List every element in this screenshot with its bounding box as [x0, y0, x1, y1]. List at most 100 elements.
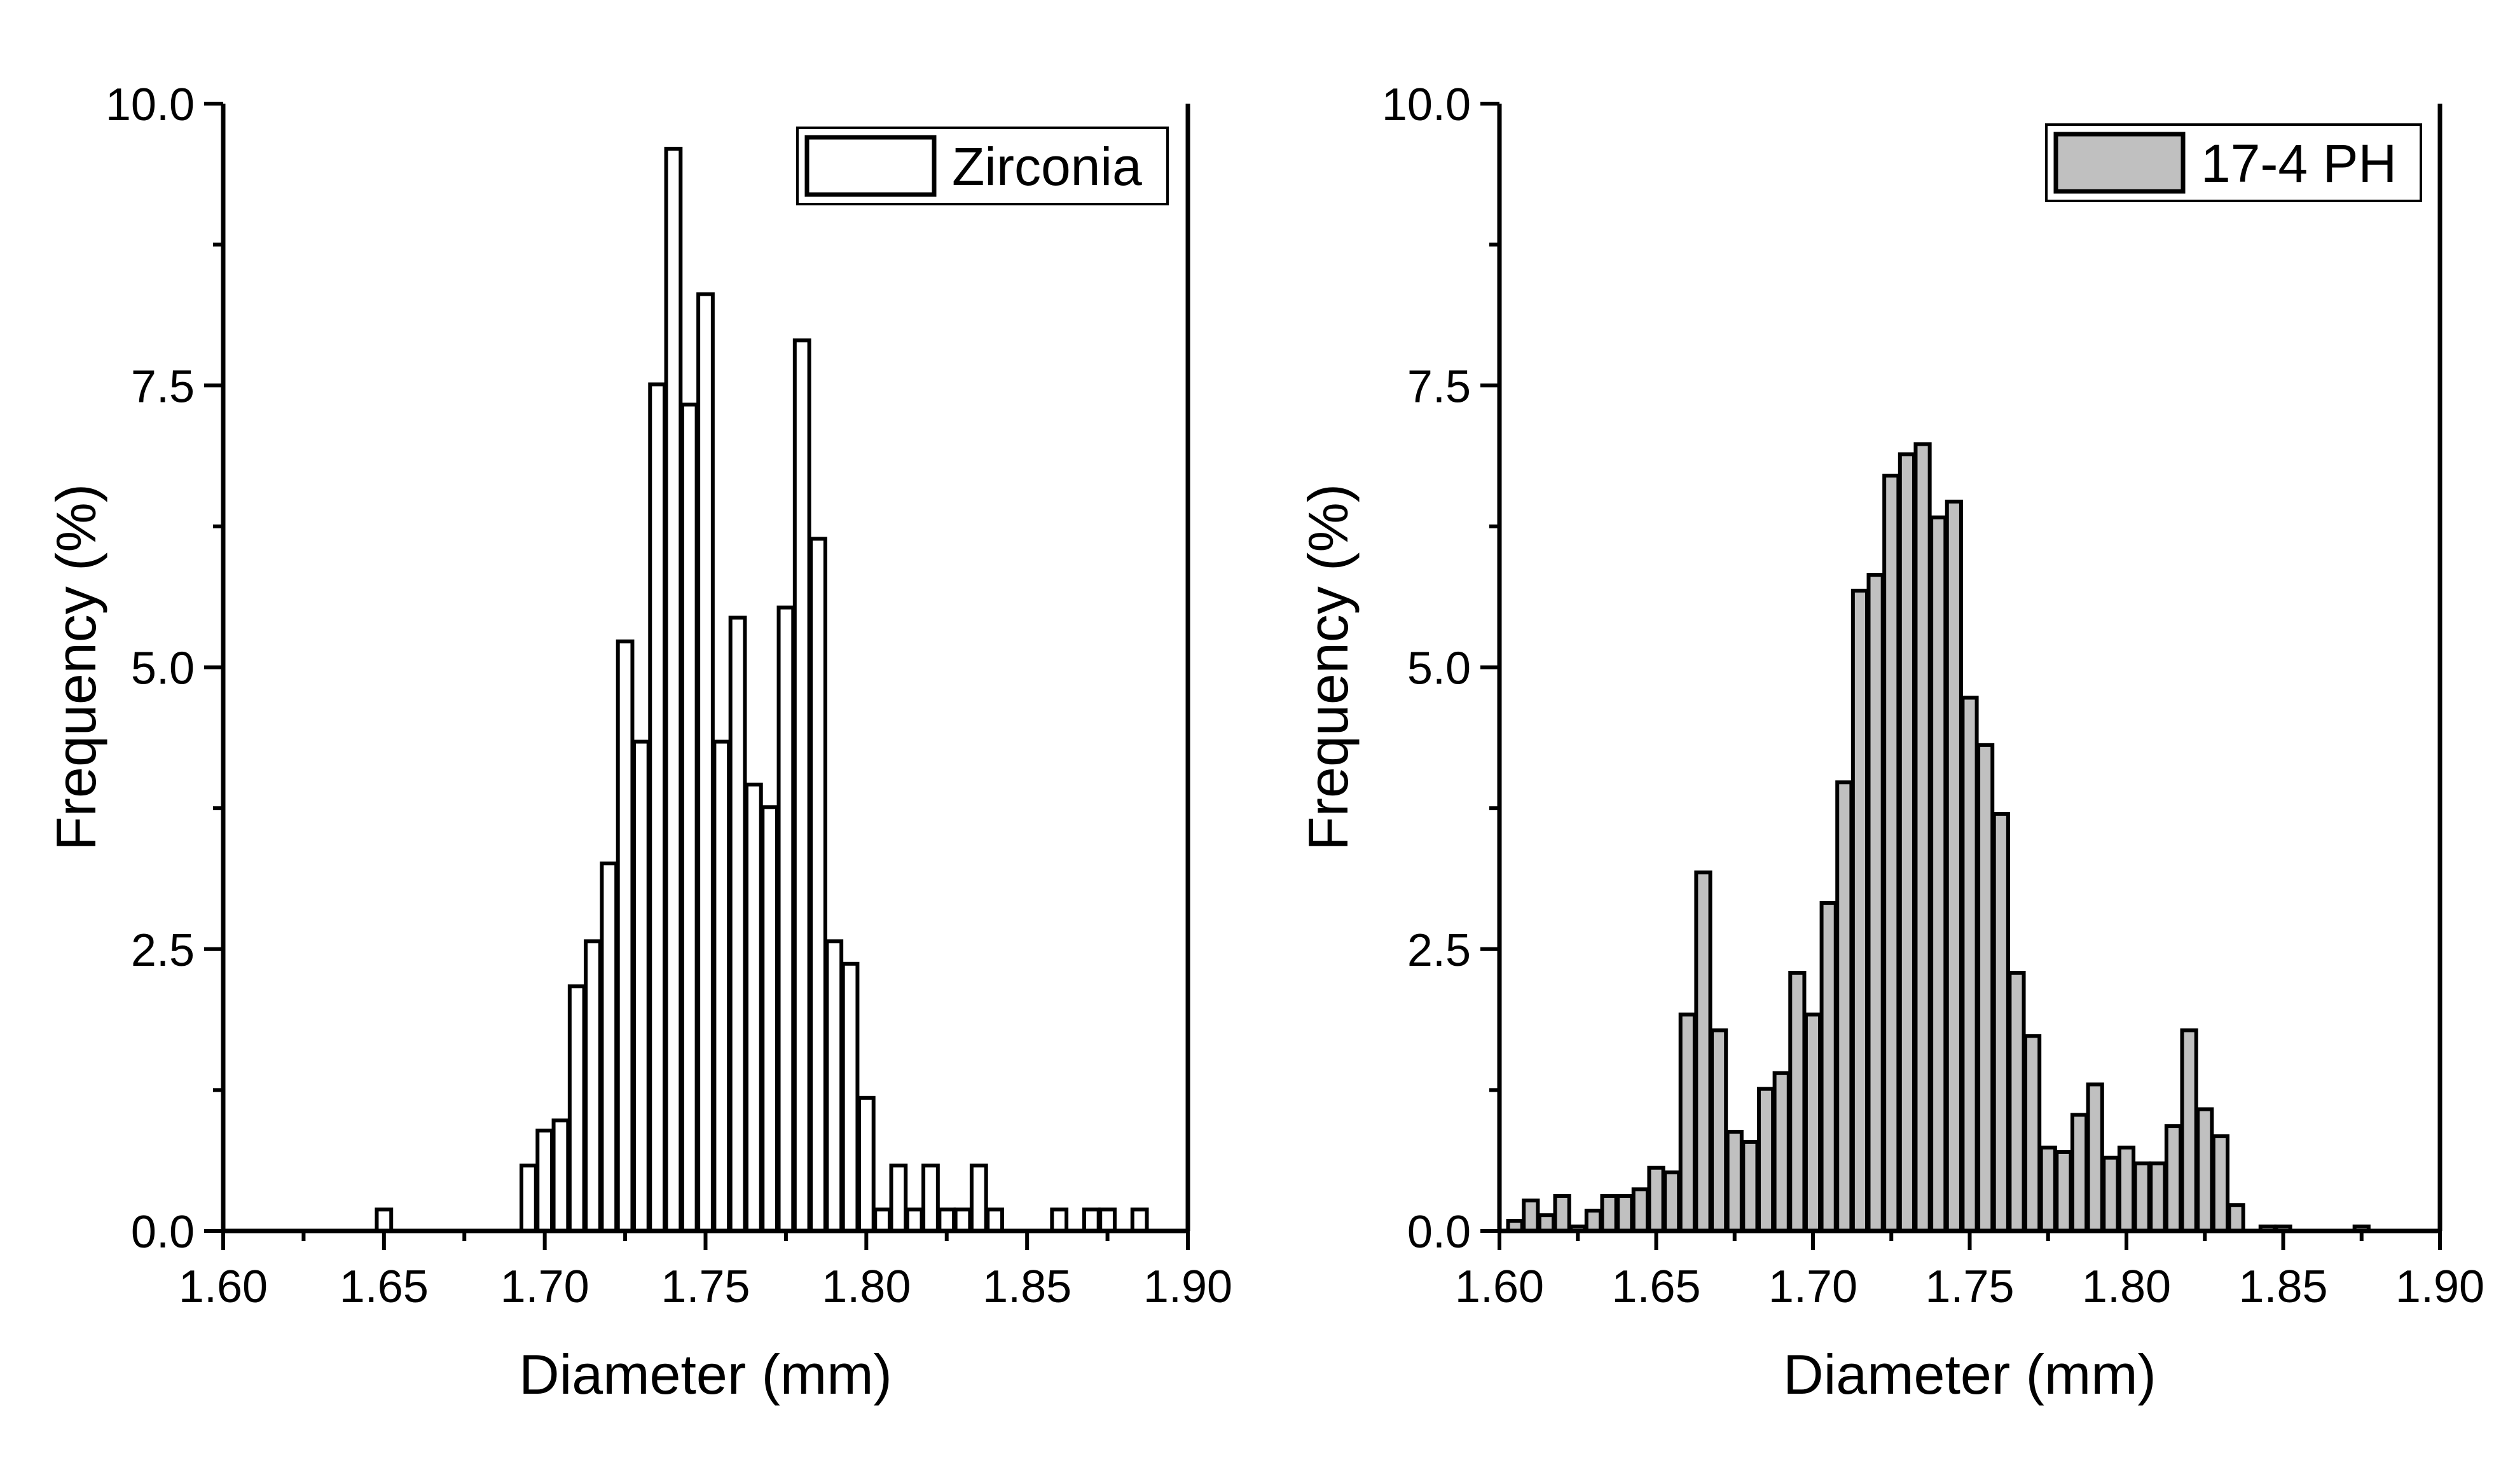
bar [1992, 811, 2010, 1233]
y-tick-label: 5.0 [1407, 643, 1471, 694]
bar [2196, 1107, 2214, 1233]
bar [1725, 1129, 1744, 1233]
legend-swatch [2053, 132, 2186, 194]
x-tick-label: 1.65 [340, 1261, 429, 1312]
bar [616, 639, 635, 1233]
bar [2180, 1028, 2198, 1233]
bar [1537, 1213, 1556, 1233]
bar [857, 1096, 876, 1233]
legend-swatch [804, 135, 937, 197]
bar [631, 739, 651, 1233]
bar [1756, 1087, 1775, 1233]
y-tick-label: 10.0 [1382, 79, 1471, 130]
bar [1850, 588, 1870, 1233]
bar [921, 1164, 940, 1233]
bar [889, 1164, 908, 1233]
bar [2039, 1145, 2057, 1233]
x-tick-label: 1.85 [982, 1261, 1071, 1312]
y-tick-label: 7.5 [1407, 361, 1471, 412]
bar [792, 338, 811, 1233]
bar [841, 961, 860, 1233]
17-4ph-y-axis-title: Frequency (%) [1297, 484, 1360, 851]
bar [712, 739, 731, 1233]
x-tick-label: 1.80 [822, 1261, 911, 1312]
bar [1647, 1165, 1665, 1233]
x-tick-label: 1.85 [2238, 1261, 2327, 1312]
bar [1130, 1207, 1149, 1233]
bar [937, 1207, 956, 1233]
zirconia-y-axis-title: Frequency (%) [45, 484, 107, 851]
x-tick-label: 1.60 [179, 1261, 268, 1312]
zirconia-histogram-panel: 1.60 1.65 1.70 1.75 1.80 1.85 1.90 0.0 2.5 5.0 7.5… [45, 79, 1232, 1406]
y-tick-label: 10.0 [106, 79, 195, 130]
bar [776, 605, 796, 1233]
bar [986, 1207, 1004, 1233]
zirconia-bars [375, 146, 1149, 1233]
bar [1616, 1194, 1634, 1233]
x-tick-label: 1.70 [1768, 1261, 1857, 1312]
bar [825, 939, 844, 1233]
bar [600, 862, 619, 1233]
bar [1050, 1207, 1069, 1233]
bar [744, 782, 763, 1233]
bar [1082, 1207, 1101, 1233]
bar [1553, 1194, 1571, 1233]
bar [905, 1207, 924, 1233]
y-tick-label: 0.0 [131, 1207, 195, 1258]
bar [1663, 1170, 1681, 1233]
bar [535, 1129, 555, 1233]
17-4ph-legend: 17-4 PH [2045, 123, 2422, 202]
bar [584, 939, 602, 1233]
bar [2211, 1134, 2229, 1233]
x-tick-label: 1.65 [1611, 1261, 1700, 1312]
bar [2227, 1203, 2245, 1233]
bar [520, 1164, 538, 1233]
bar [969, 1164, 988, 1233]
bar [873, 1207, 892, 1233]
bar [809, 537, 827, 1233]
bar [2008, 970, 2026, 1233]
bar [953, 1207, 972, 1233]
bar [567, 984, 586, 1233]
bar [1803, 1012, 1822, 1233]
bar [2164, 1124, 2183, 1233]
y-tick-label: 5.0 [131, 643, 195, 694]
bar [1098, 1207, 1117, 1233]
x-tick-label: 1.75 [1925, 1261, 2014, 1312]
y-tick-label: 7.5 [131, 361, 195, 412]
bar [1694, 870, 1712, 1233]
bar [2070, 1113, 2089, 1233]
bar [1678, 1012, 1697, 1233]
bar [1866, 573, 1885, 1233]
bar [1913, 442, 1932, 1233]
bar [1960, 696, 1979, 1233]
bar [2023, 1034, 2042, 1233]
x-tick-label: 1.60 [1455, 1261, 1544, 1312]
bar [761, 805, 780, 1233]
bar [648, 382, 667, 1233]
bar [2086, 1082, 2104, 1233]
x-tick-label: 1.80 [2082, 1261, 2171, 1312]
17-4ph-bars [1506, 442, 2371, 1233]
17-4ph-x-axis-title: Diameter (mm) [1783, 1343, 2156, 1406]
zirconia-x-axis-title: Diameter (mm) [519, 1343, 892, 1406]
17-4ph-histogram-panel: 1.60 1.65 1.70 1.75 1.80 1.85 1.90 0.0 2.5 5.0 7.5… [1297, 79, 2484, 1406]
legend-label-zirconia: Zirconia [952, 137, 1142, 196]
bar [1945, 499, 1963, 1233]
bar [664, 146, 683, 1233]
bar [1772, 1071, 1791, 1233]
bar [680, 402, 699, 1233]
bar [2133, 1161, 2151, 1233]
bar [1788, 970, 1807, 1233]
legend-label-17-4ph: 17-4 PH [2201, 134, 2397, 193]
bar [1584, 1209, 1602, 1233]
bar [2102, 1155, 2120, 1233]
bar [375, 1207, 394, 1233]
bar [2117, 1145, 2136, 1233]
bar [1976, 743, 1995, 1233]
zirconia-axes: 1.60 1.65 1.70 1.75 1.80 1.85 1.90 0.0 2.5 5.0 7.5… [106, 79, 1232, 1312]
bar [1741, 1139, 1760, 1233]
y-tick-label: 0.0 [1407, 1207, 1471, 1258]
x-tick-label: 1.90 [1143, 1261, 1232, 1312]
